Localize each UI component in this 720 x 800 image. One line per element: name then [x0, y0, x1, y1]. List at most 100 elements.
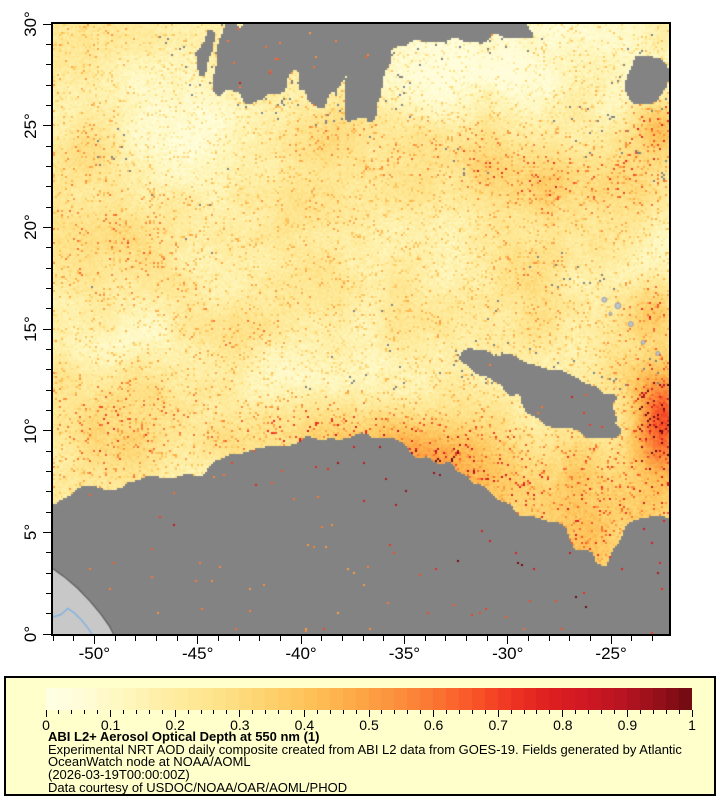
colorbar-minor-tick — [161, 710, 163, 714]
colorbar-minor-tick — [355, 710, 357, 714]
y-minor-tick — [46, 409, 51, 411]
x-tick-label: -45° — [182, 644, 214, 663]
colorbar-minor-tick — [536, 710, 538, 714]
x-tick-label: -25° — [595, 644, 627, 663]
y-minor-tick — [46, 389, 51, 391]
colorbar-tick-label: 0.1 — [100, 717, 121, 733]
colorbar-minor-tick — [329, 710, 331, 714]
colorbar-minor-tick — [213, 710, 215, 714]
y-major-tick — [43, 125, 51, 127]
y-tick-label: 5° — [21, 524, 40, 541]
x-minor-tick — [383, 636, 385, 641]
colorbar-minor-tick — [290, 710, 292, 714]
x-major-tick — [507, 636, 509, 644]
y-major-tick — [43, 23, 51, 25]
caption-line-3: (2026-03-19T00:00:00Z) — [48, 767, 190, 783]
y-minor-tick — [46, 104, 51, 106]
colorbar-tick-label: 0.4 — [294, 717, 315, 733]
colorbar-major-tick — [303, 710, 305, 717]
x-major-tick — [197, 636, 199, 644]
x-minor-tick — [362, 636, 364, 641]
x-tick-label: -35° — [388, 644, 421, 663]
colorbar-minor-tick — [652, 710, 654, 714]
colorbar-minor-tick — [97, 710, 99, 714]
colorbar-minor-tick — [71, 710, 73, 714]
y-major-tick — [43, 328, 51, 330]
x-minor-tick — [73, 636, 75, 641]
colorbar-major-tick — [626, 710, 628, 717]
y-major-tick — [43, 226, 51, 228]
colorbar-minor-tick — [639, 710, 641, 714]
x-tick-label: -50° — [78, 644, 111, 663]
colorbar-minor-tick — [665, 710, 667, 714]
aod-map-canvas — [53, 24, 669, 634]
x-minor-tick — [114, 636, 116, 641]
x-minor-tick — [465, 636, 467, 641]
x-minor-tick — [445, 636, 447, 641]
x-major-tick — [300, 636, 302, 644]
x-minor-tick — [589, 636, 591, 641]
y-minor-tick — [46, 64, 51, 66]
colorbar-minor-tick — [252, 710, 254, 714]
colorbar-major-tick — [433, 710, 435, 717]
colorbar-minor-tick — [588, 710, 590, 714]
colorbar-major-tick — [691, 710, 693, 717]
x-minor-tick — [569, 636, 571, 641]
colorbar-tick-label: 0.3 — [230, 717, 250, 733]
colorbar-minor-tick — [265, 710, 267, 714]
caption-line-2: OceanWatch node at NOAA/AOML — [48, 754, 251, 770]
y-tick-label: 20° — [21, 214, 40, 241]
colorbar-minor-tick — [601, 710, 603, 714]
colorbar-tick-label: 0.8 — [553, 717, 573, 733]
colorbar-tick-label: 0.5 — [359, 717, 379, 733]
colorbar-minor-tick — [200, 710, 202, 714]
colorbar-minor-tick — [187, 710, 189, 714]
colorbar-major-tick — [497, 710, 499, 717]
x-minor-tick — [321, 636, 323, 641]
colorbar-minor-tick — [123, 710, 125, 714]
x-major-tick — [403, 636, 405, 644]
colorbar-major-tick — [562, 710, 564, 717]
y-major-tick — [43, 430, 51, 432]
colorbar-minor-tick — [523, 710, 525, 714]
colorbar-minor-tick — [458, 710, 460, 714]
colorbar-minor-tick — [58, 710, 60, 714]
x-minor-tick — [135, 636, 137, 641]
colorbar-minor-tick — [148, 710, 150, 714]
colorbar-minor-tick — [135, 710, 137, 714]
y-minor-tick — [46, 613, 51, 615]
colorbar-tick-label: 0.6 — [423, 717, 444, 733]
x-minor-tick — [631, 636, 633, 641]
y-minor-tick — [46, 369, 51, 371]
colorbar-minor-tick — [446, 710, 448, 714]
x-minor-tick — [651, 636, 653, 641]
y-major-tick — [43, 531, 51, 533]
x-minor-tick — [217, 636, 219, 641]
y-minor-tick — [46, 491, 51, 493]
colorbar-minor-tick — [575, 710, 577, 714]
y-minor-tick — [46, 450, 51, 452]
colorbar-tick-label: 0.9 — [617, 717, 638, 733]
x-minor-tick — [548, 636, 550, 641]
x-minor-tick — [238, 636, 240, 641]
colorbar-minor-tick — [613, 710, 615, 714]
caption-block: ABI L2+ Aerosol Optical Depth at 550 nm … — [48, 730, 682, 795]
colorbar-minor-tick — [342, 710, 344, 714]
y-minor-tick — [46, 247, 51, 249]
y-minor-tick — [46, 186, 51, 188]
y-tick-label: 10° — [21, 417, 40, 444]
y-minor-tick — [46, 348, 51, 350]
x-minor-tick — [155, 636, 157, 641]
colorbar-minor-tick — [84, 710, 86, 714]
y-minor-tick — [46, 206, 51, 208]
y-minor-tick — [46, 308, 51, 310]
colorbar-major-tick — [45, 710, 47, 717]
legend-panel: 0 0.1 0.2 0.3 0.4 0.5 0.6 0.7 0.8 0.9 1 ABI L2+ Ae… — [4, 676, 716, 796]
y-tick-label: 0° — [21, 625, 40, 643]
colorbar-minor-tick — [394, 710, 396, 714]
y-tick-label: 25° — [21, 112, 40, 139]
colorbar-minor-tick — [226, 710, 228, 714]
y-minor-tick — [46, 43, 51, 45]
x-minor-tick — [424, 636, 426, 641]
